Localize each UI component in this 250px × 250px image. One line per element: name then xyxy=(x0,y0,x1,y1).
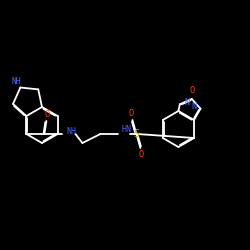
Text: N: N xyxy=(191,102,196,111)
Text: N: N xyxy=(184,98,190,107)
Text: O: O xyxy=(45,110,50,119)
Text: O: O xyxy=(139,150,144,159)
Text: NH: NH xyxy=(12,77,21,86)
Text: NH: NH xyxy=(66,128,76,136)
Text: O: O xyxy=(189,86,194,96)
Text: O: O xyxy=(129,109,134,118)
Text: HN: HN xyxy=(122,124,132,134)
Text: S: S xyxy=(134,129,139,139)
